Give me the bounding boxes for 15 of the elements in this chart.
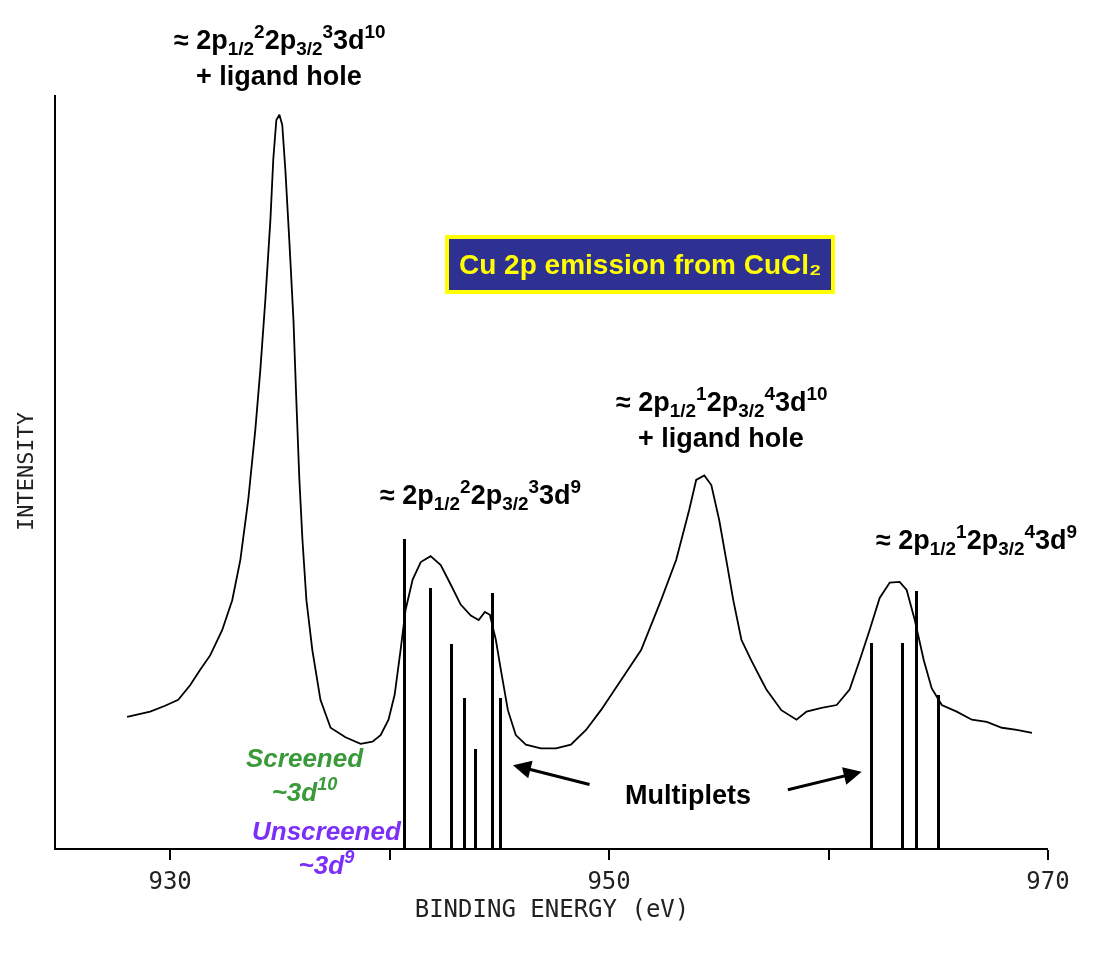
annotation: ≈ 2p$_{1/2}$$^{1}$2p$_{3/2}$$^{4}$3d$^{10}$ [616, 383, 828, 422]
annotation: Multiplets [625, 780, 751, 810]
text: Cu 2p emission from CuCl₂ [459, 249, 822, 280]
annotation: Unscreened ~3d$^{9}$ [252, 816, 402, 880]
x-tick-label: 930 [148, 866, 192, 895]
annotation: ≈ 2p$_{1/2}$$^{2}$2p$_{3/2}$$^{3}$3d$^{10}$ [174, 21, 386, 60]
x-axis-title: BINDING ENERGY (eV) [414, 894, 690, 923]
annotation: + ligand hole [196, 61, 362, 91]
annotation: Screened ~3d$^{10}$ [246, 743, 365, 807]
annotation: + ligand hole [638, 423, 804, 453]
x-tick-label: 950 [587, 866, 631, 895]
annotation: ≈ 2p$_{1/2}$$^{2}$2p$_{3/2}$$^{3}$3d$^{9}$ [380, 476, 581, 515]
x-tick-label: 970 [1026, 866, 1070, 895]
y-axis-title: INTENSITY [13, 411, 39, 532]
annotation: ≈ 2p$_{1/2}$$^{1}$2p$_{3/2}$$^{4}$3d$^{9}$ [876, 521, 1077, 560]
